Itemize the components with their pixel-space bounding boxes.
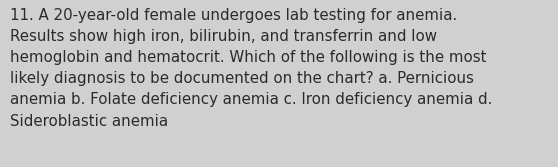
Text: 11. A 20-year-old female undergoes lab testing for anemia.
Results show high iro: 11. A 20-year-old female undergoes lab t… [10,8,492,129]
